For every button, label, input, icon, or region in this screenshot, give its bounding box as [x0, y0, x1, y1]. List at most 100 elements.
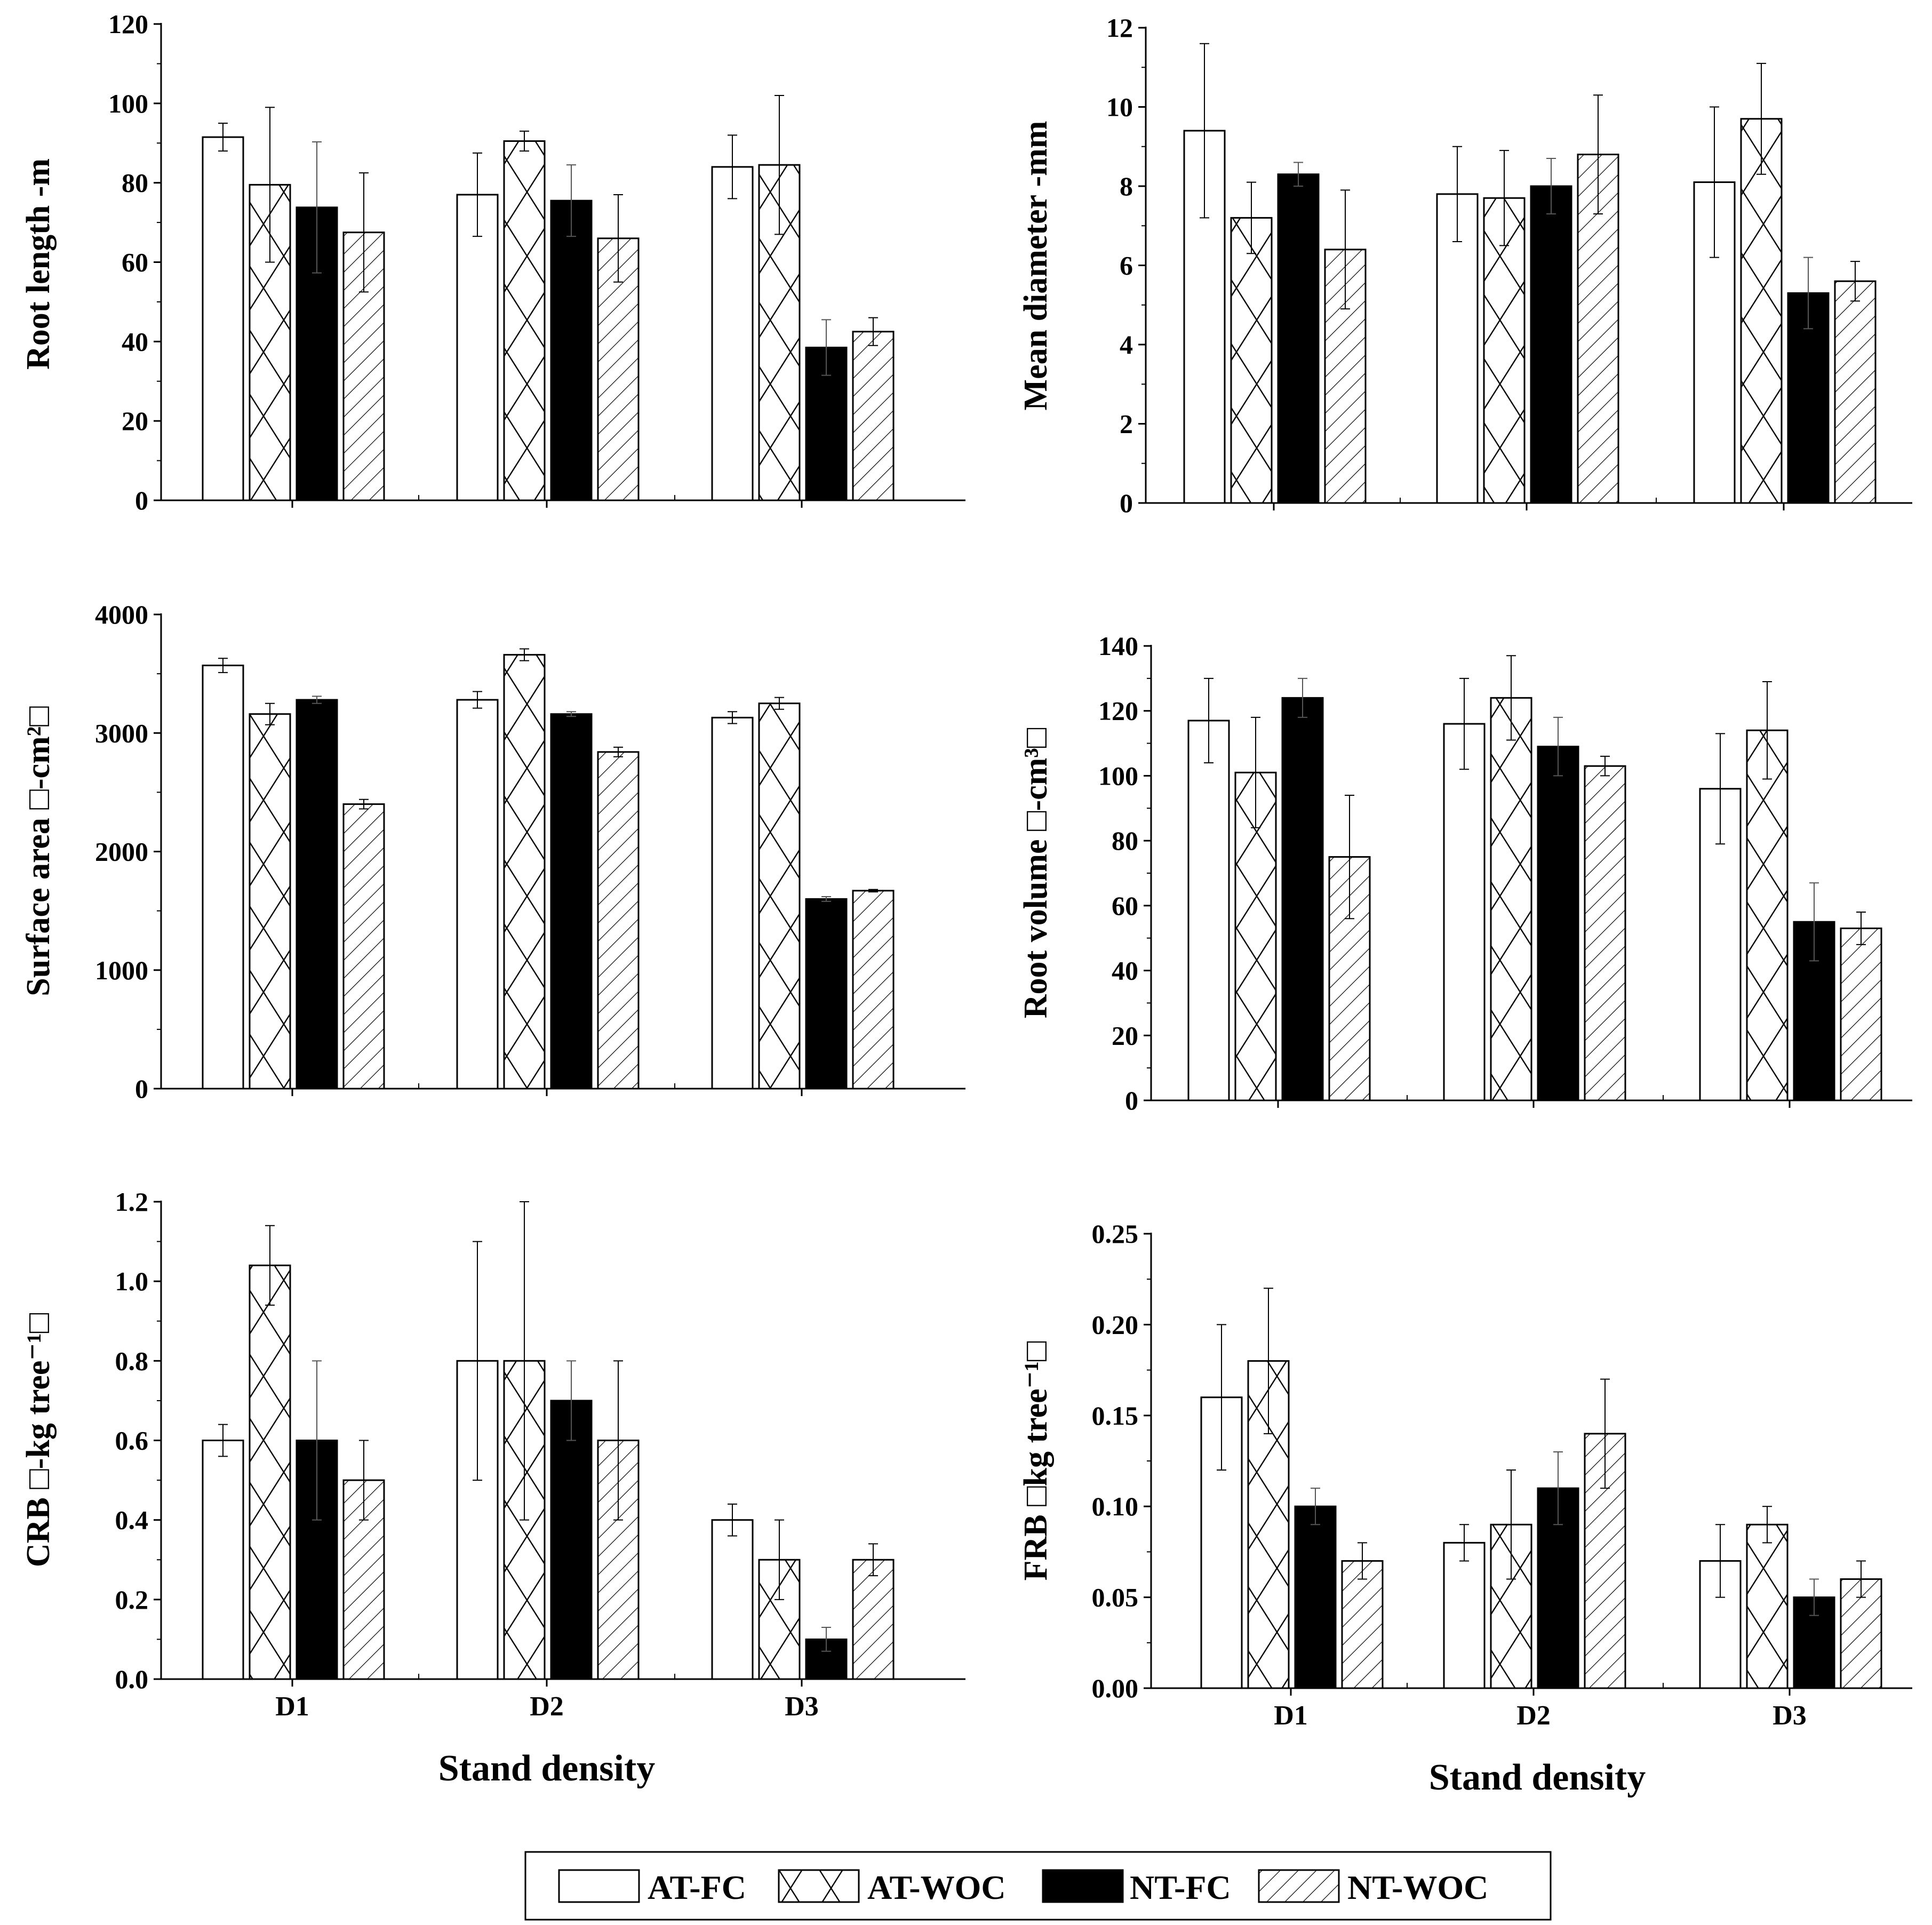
error-bar-nt-fc-d2 — [566, 164, 576, 237]
y-tick-label: 4000 — [95, 600, 148, 629]
legend-label-nt-fc: NT-FC — [1130, 1868, 1231, 1906]
error-bar-nt-woc-d2 — [613, 746, 623, 757]
error-bar-at-fc-d2 — [1459, 1524, 1469, 1562]
y-tick-label: 0.15 — [1092, 1401, 1139, 1431]
y-tick-label: 140 — [1098, 631, 1138, 661]
y-axis-title: Root volume □-cm³□ — [1018, 728, 1054, 1018]
error-bar-nt-fc-d1 — [312, 696, 322, 704]
y-tick-label: 0.25 — [1092, 1219, 1139, 1249]
y-tick-label: 0 — [135, 1074, 148, 1104]
y-tick-label: 2000 — [95, 837, 148, 867]
bar-nt-woc-d3 — [1840, 927, 1882, 1101]
bar-at-woc-d1 — [249, 1264, 291, 1680]
error-bar-at-woc-d2 — [520, 130, 529, 152]
error-bar-nt-woc-d2 — [1593, 94, 1603, 214]
bar-at-fc-d3 — [711, 716, 754, 1090]
error-bar-at-woc-d1 — [1247, 181, 1256, 254]
x-tick-label-d2: D2 — [530, 1691, 564, 1722]
y-axis-title: CRB □-kg tree⁻¹□ — [20, 1313, 57, 1567]
y-tick-label: 0.6 — [115, 1426, 149, 1456]
y-tick-label: 6 — [1120, 251, 1133, 281]
y-tick-label: 12 — [1106, 13, 1133, 43]
y-tick-label: 100 — [1098, 761, 1138, 790]
error-bar-nt-woc-d1 — [1358, 1542, 1367, 1580]
bar-nt-fc-d2 — [1537, 746, 1579, 1101]
error-bar-nt-fc-d2 — [566, 711, 576, 717]
error-bar-nt-fc-d3 — [821, 319, 831, 376]
chart-panel-bottom-right: 0.00 0.05 0.10 0.15 0.20 0.25 D1 D2 D3 FRB □kg tr… — [1018, 1219, 1912, 1731]
bar-nt-woc-d3 — [852, 1559, 895, 1680]
y-tick-label: 60 — [1112, 891, 1138, 921]
bar-nt-fc-d3 — [805, 898, 848, 1090]
bar-nt-woc-d1 — [1341, 1560, 1384, 1689]
bar-at-fc-d2 — [1436, 193, 1479, 504]
legend-swatch-at-fc — [558, 1869, 640, 1903]
bar-at-fc-d1 — [1187, 720, 1230, 1101]
chart-panels: 0 20 40 60 80 100 120 Root length -m 0 2 4 6 8 10 12 Me… — [20, 9, 1912, 1731]
error-bar-nt-woc-d3 — [868, 317, 878, 346]
y-tick-label: 0.2 — [115, 1585, 149, 1615]
y-tick-label: 2 — [1120, 409, 1133, 439]
error-bar-at-woc-d1 — [265, 702, 275, 725]
bar-at-woc-d3 — [1746, 1523, 1789, 1689]
legend: AT-FC AT-WOC NT-FC NT-WOC — [524, 1851, 1552, 1921]
error-bar-at-woc-d2 — [1499, 150, 1509, 246]
y-tick-label: 0 — [135, 485, 148, 515]
bar-nt-woc-d1 — [342, 803, 385, 1090]
y-tick-label: 0 — [1125, 1085, 1138, 1115]
error-bar-nt-woc-d3 — [1856, 912, 1866, 945]
error-bar-nt-fc-d1 — [1298, 677, 1307, 718]
bar-nt-fc-d2 — [550, 199, 593, 501]
legend-frame — [524, 1851, 1552, 1921]
y-axis-title: Root length -m — [20, 158, 57, 370]
legend-label-at-woc: AT-WOC — [867, 1868, 1006, 1906]
chart-panel-top-left: 0 20 40 60 80 100 120 Root length -m — [20, 9, 965, 515]
bar-at-fc-d1 — [202, 136, 244, 501]
error-bar-nt-fc-d3 — [821, 896, 831, 902]
bar-at-fc-d3 — [711, 166, 754, 501]
error-bar-at-woc-d1 — [1251, 716, 1260, 828]
y-tick-label: 4 — [1120, 330, 1133, 360]
legend-swatch-nt-fc — [1042, 1869, 1124, 1903]
error-bar-at-fc-d2 — [1459, 677, 1469, 770]
error-bar-at-woc-d3 — [775, 94, 784, 235]
y-tick-label: 0 — [1120, 488, 1133, 518]
error-bar-nt-woc-d1 — [1340, 189, 1350, 310]
error-bar-at-woc-d3 — [1762, 681, 1772, 780]
error-bar-at-woc-d2 — [1506, 655, 1516, 741]
error-bar-nt-woc-d1 — [1345, 794, 1354, 920]
error-bar-at-fc-d2 — [473, 152, 482, 237]
y-tick-label: 0.10 — [1092, 1491, 1139, 1521]
error-bar-at-fc-d2 — [473, 1241, 482, 1481]
y-tick-label: 120 — [1098, 696, 1138, 726]
bar-at-fc-d2 — [456, 194, 499, 501]
error-bar-at-fc-d1 — [218, 1424, 228, 1457]
bar-nt-fc-d1 — [1281, 697, 1324, 1101]
legend-swatch-at-woc — [778, 1869, 860, 1903]
error-bar-nt-woc-d2 — [613, 194, 623, 283]
bar-at-fc-d2 — [1443, 1541, 1486, 1689]
error-bar-nt-woc-d1 — [359, 172, 369, 293]
chart-panel-middle-right: 0 20 40 60 80 100 120 140 Root volume □-cm³□ — [1018, 631, 1912, 1115]
y-tick-label: 0.05 — [1092, 1583, 1139, 1612]
y-tick-label: 40 — [1112, 956, 1138, 986]
x-tick-label-d3: D3 — [1773, 1700, 1807, 1731]
error-bar-nt-woc-d3 — [868, 1543, 878, 1577]
bar-nt-woc-d3 — [1834, 280, 1877, 504]
error-bar-at-woc-d3 — [1757, 62, 1766, 175]
error-bar-at-fc-d2 — [473, 691, 482, 709]
chart-panel-top-right: 0 2 4 6 8 10 12 Mean diameter -mm — [1018, 13, 1912, 518]
error-bar-at-fc-d1 — [218, 123, 228, 152]
bar-nt-woc-d2 — [1584, 765, 1626, 1101]
error-bar-at-fc-d3 — [1710, 106, 1719, 258]
bar-nt-woc-d2 — [597, 751, 640, 1090]
error-bar-nt-fc-d3 — [1809, 882, 1819, 962]
bar-at-fc-d2 — [456, 699, 499, 1090]
x-axis-title-right: Stand density — [1429, 1757, 1646, 1798]
error-bar-at-fc-d1 — [218, 658, 228, 673]
bar-at-woc-d3 — [758, 702, 801, 1090]
y-tick-label: 20 — [1112, 1020, 1138, 1050]
error-bar-nt-woc-d3 — [1856, 1560, 1866, 1598]
bar-at-woc-d3 — [1746, 729, 1789, 1101]
chart-panel-bottom-left: 0.0 0.2 0.4 0.6 0.8 1.0 1.2 D1 D2 D3 CRB □-kg tree… — [20, 1187, 965, 1722]
